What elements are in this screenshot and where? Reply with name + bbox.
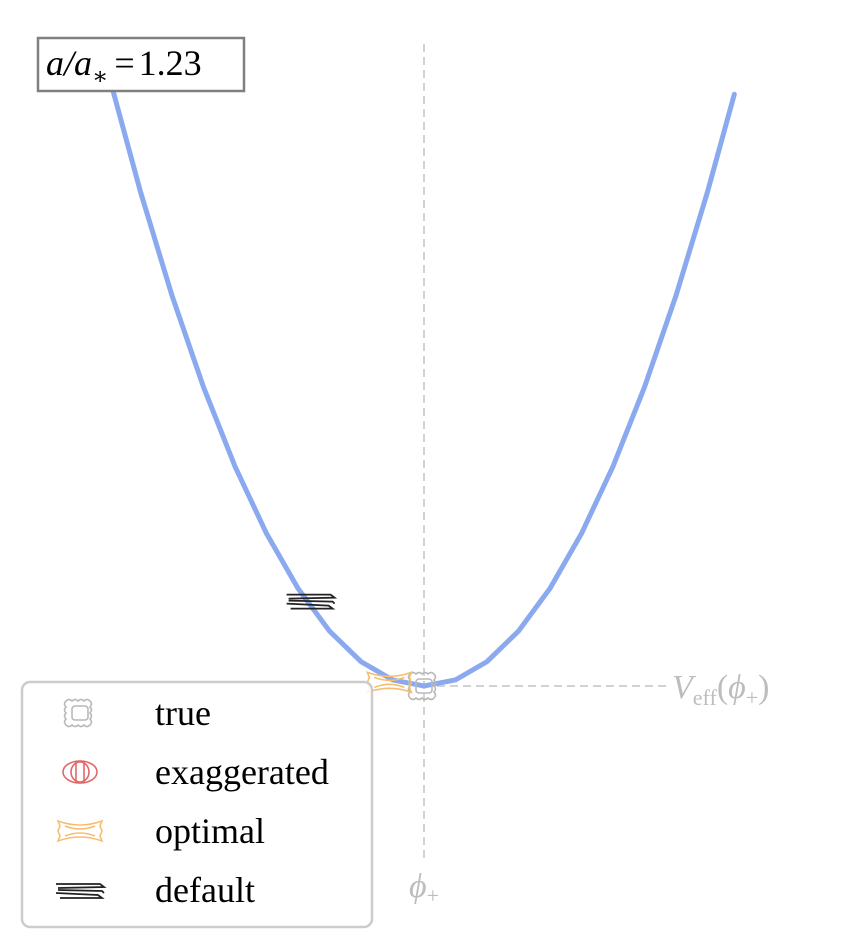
ratio-subscript: ∗ — [92, 64, 108, 90]
legend-icon-exaggerated — [62, 760, 98, 784]
legend-label-default: default — [155, 870, 255, 910]
legend: true exaggerated optimal default — [20, 680, 374, 929]
veff-label: Veff(ϕ+) — [672, 669, 770, 710]
legend-label-exaggerated: exaggerated — [155, 752, 329, 792]
ratio-equals: = — [114, 43, 134, 83]
legend-icon-true — [63, 698, 93, 728]
marker-default — [286, 593, 338, 610]
legend-icon-default — [55, 883, 107, 899]
legend-icon-optimal — [56, 819, 104, 843]
ratio-annotation-box: a/a∗ = 1.23 — [36, 36, 246, 93]
legend-label-optimal: optimal — [155, 811, 265, 851]
svg-text:a/a∗=1.23: a/a∗ = 1.23 — [46, 43, 202, 90]
ratio-value: 1.23 — [139, 43, 202, 83]
potential-curve — [106, 73, 737, 689]
ratio-label: a/a — [46, 43, 92, 83]
phi-plus-label: ϕ+ — [409, 868, 439, 908]
legend-label-true: true — [155, 693, 211, 733]
marker-true — [407, 671, 437, 701]
